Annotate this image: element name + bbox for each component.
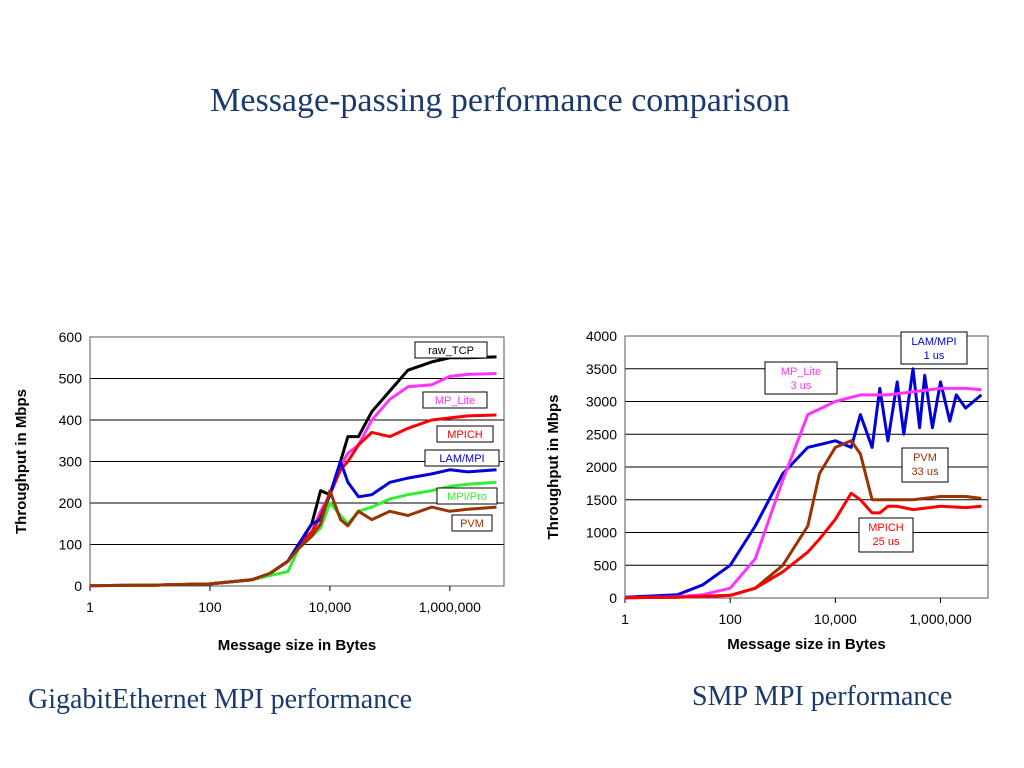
- legend-sublabel: 1 us: [924, 350, 945, 362]
- legend-box: [436, 487, 498, 505]
- plot-frame: [89, 336, 505, 587]
- y-tick-label: 4000: [586, 328, 617, 344]
- y-tick-label: 300: [59, 454, 83, 470]
- legend-label: MPICH: [447, 429, 483, 441]
- x-tick-label: 1,000,000: [909, 611, 971, 627]
- y-axis-label: Throughput in Mbps: [545, 395, 562, 540]
- y-tick-label: 0: [74, 578, 82, 594]
- legend-box: [901, 447, 949, 483]
- series-line-mp-lite: [624, 386, 982, 600]
- legend-label: PVM: [913, 452, 937, 464]
- legend-sublabel: 33 us: [912, 466, 939, 478]
- series-line-lam-mpi: [624, 367, 983, 599]
- legend-box: [424, 449, 500, 467]
- legend-label: LAM/MPI: [439, 453, 484, 465]
- legend-box: [858, 517, 914, 553]
- legend-label: MPI/Pro: [447, 491, 487, 503]
- x-tick-label: 1,000,000: [419, 599, 481, 615]
- chart-smp: 0 500 1000 1500 2000 2500 3000 3500 4000 1 100 10,0…: [545, 328, 989, 653]
- legend-sublabel: 3 us: [791, 380, 812, 392]
- y-tick-label: 400: [59, 412, 83, 428]
- legend-label: MP_Lite: [781, 366, 821, 378]
- legend-label: MP_Lite: [435, 395, 475, 407]
- legend-box: [414, 341, 488, 359]
- series-line-mpi-pro: [89, 480, 497, 588]
- plot-frame: [624, 335, 989, 599]
- y-tick-label: 2000: [586, 459, 617, 475]
- x-tick-label: 1: [621, 611, 629, 627]
- y-tick-label: 3000: [586, 394, 617, 410]
- y-axis-label: Throughput in Mbps: [13, 389, 30, 534]
- y-tick-label: 200: [59, 495, 83, 511]
- y-tick-label: 500: [59, 371, 83, 387]
- x-axis-label: Message size in Bytes: [218, 637, 376, 654]
- series-line-mpich: [624, 491, 982, 600]
- legend-box: [451, 514, 493, 532]
- y-tick-label: 500: [594, 557, 618, 573]
- y-tick-label: 2500: [586, 426, 617, 442]
- legend-sublabel: 25 us: [873, 536, 900, 548]
- x-tick-label: 10,000: [308, 599, 351, 615]
- y-tick-label: 600: [59, 329, 83, 345]
- x-tick-label: 100: [198, 599, 222, 615]
- legend-label: MPICH: [868, 522, 904, 534]
- caption-smp: SMP MPI performance: [692, 681, 953, 712]
- x-tick-label: 1: [86, 599, 94, 615]
- legend-label: LAM/MPI: [911, 336, 956, 348]
- y-tick-label: 0: [609, 590, 617, 606]
- y-tick-label: 100: [59, 537, 83, 553]
- series-line-pvm: [89, 489, 497, 588]
- legend-box: [900, 331, 968, 365]
- x-tick-label: 10,000: [814, 611, 857, 627]
- legend-label: raw_TCP: [428, 345, 474, 357]
- slide-title: Message-passing performance comparison: [210, 82, 790, 119]
- legend-box: [764, 361, 838, 395]
- legend-label: PVM: [460, 518, 484, 530]
- y-tick-label: 1500: [586, 492, 617, 508]
- legend-box: [436, 425, 494, 443]
- y-tick-label: 1000: [586, 525, 617, 541]
- caption-gige: GigabitEthernet MPI performance: [28, 684, 413, 715]
- legend-box: [422, 391, 488, 409]
- x-axis-label: Message size in Bytes: [727, 636, 885, 653]
- series-line-lam-mpi: [89, 460, 497, 588]
- chart-gige: 0 100 200 300 400 500 600 1 100 10,000 1,000,000 Me…: [13, 329, 505, 654]
- x-tick-label: 100: [718, 611, 742, 627]
- y-tick-label: 3500: [586, 361, 617, 377]
